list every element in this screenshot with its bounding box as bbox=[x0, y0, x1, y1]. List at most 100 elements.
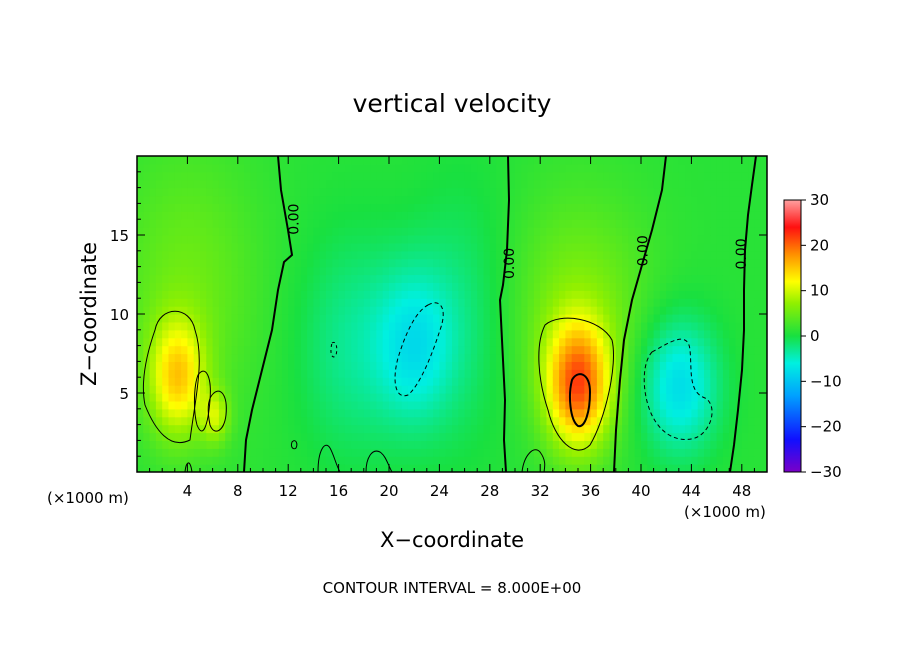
heat-cell bbox=[218, 400, 226, 410]
heat-cell bbox=[376, 156, 384, 165]
heat-cell bbox=[722, 432, 730, 441]
heat-cell bbox=[603, 163, 611, 173]
heat-cell bbox=[533, 440, 541, 449]
heat-cell bbox=[634, 298, 642, 307]
heat-cell bbox=[603, 298, 611, 307]
heat-cell bbox=[515, 424, 522, 434]
heat-cell bbox=[300, 321, 308, 331]
heat-cell bbox=[162, 235, 170, 244]
heat-cell bbox=[546, 400, 554, 410]
heat-cell bbox=[389, 440, 396, 449]
heat-cell bbox=[414, 337, 422, 347]
heat-cell bbox=[137, 321, 144, 331]
heat-cell bbox=[326, 448, 333, 457]
heat-cell bbox=[389, 298, 396, 307]
heat-cell bbox=[187, 219, 195, 228]
heat-cell bbox=[426, 274, 434, 283]
heat-cell bbox=[521, 448, 529, 457]
heat-cell bbox=[307, 432, 314, 441]
heat-cell bbox=[250, 369, 258, 378]
heat-cell bbox=[470, 369, 478, 378]
heat-cell bbox=[508, 329, 516, 339]
heat-cell bbox=[414, 321, 422, 331]
heat-cell bbox=[628, 211, 636, 220]
heat-cell bbox=[414, 203, 422, 212]
heat-cell bbox=[735, 464, 743, 472]
heat-cell bbox=[389, 171, 396, 181]
heat-cell bbox=[218, 416, 226, 426]
heat-cell bbox=[464, 266, 472, 276]
heat-cell bbox=[754, 314, 762, 323]
heat-cell bbox=[168, 195, 176, 204]
heat-cell bbox=[414, 456, 422, 465]
heat-cell bbox=[578, 385, 585, 394]
heat-cell bbox=[515, 306, 522, 315]
heat-cell bbox=[143, 203, 151, 212]
heat-cell bbox=[250, 235, 258, 244]
heat-cell bbox=[338, 314, 346, 323]
heat-cell bbox=[496, 440, 503, 449]
heat-cell bbox=[263, 156, 270, 165]
heat-cell bbox=[615, 456, 623, 465]
heat-cell bbox=[326, 242, 333, 252]
heat-cell bbox=[470, 306, 478, 315]
heat-cell bbox=[634, 235, 642, 244]
heat-cell bbox=[407, 195, 415, 204]
heat-cell bbox=[281, 361, 289, 370]
heat-cell bbox=[338, 400, 346, 410]
heat-cell bbox=[300, 266, 308, 276]
heat-cell bbox=[748, 306, 755, 315]
heat-cell bbox=[502, 266, 510, 276]
heat-cell bbox=[300, 235, 308, 244]
heat-cell bbox=[332, 408, 340, 418]
heat-cell bbox=[338, 274, 346, 283]
heat-cell bbox=[691, 179, 699, 189]
heat-cell bbox=[653, 440, 661, 449]
heat-cell bbox=[193, 369, 201, 378]
heat-cell bbox=[263, 448, 270, 457]
heat-cell bbox=[332, 227, 340, 236]
heat-cell bbox=[237, 266, 245, 276]
heat-cell bbox=[622, 195, 629, 204]
heat-cell bbox=[634, 377, 642, 386]
heat-cell bbox=[483, 448, 491, 457]
heat-cell bbox=[193, 242, 201, 252]
heat-cell bbox=[515, 448, 522, 457]
heat-cell bbox=[622, 227, 629, 236]
heat-cell bbox=[666, 211, 674, 220]
heat-cell bbox=[155, 440, 163, 449]
heat-cell bbox=[748, 163, 755, 173]
heat-cell bbox=[622, 424, 629, 434]
heat-cell bbox=[218, 321, 226, 331]
heat-cell bbox=[288, 266, 296, 276]
heat-cell bbox=[477, 314, 485, 323]
heat-cell bbox=[565, 393, 573, 402]
heat-cell bbox=[496, 203, 503, 212]
heat-cell bbox=[433, 448, 440, 457]
heat-cell bbox=[521, 203, 529, 212]
heat-cell bbox=[552, 211, 560, 220]
heat-cell bbox=[206, 163, 214, 173]
heat-cell bbox=[729, 424, 737, 434]
heat-cell bbox=[332, 306, 340, 315]
heat-cell bbox=[760, 337, 767, 347]
heat-cell bbox=[395, 400, 403, 410]
heat-cell bbox=[256, 219, 264, 228]
heat-cell bbox=[666, 203, 674, 212]
x-tick-label: 48 bbox=[732, 482, 751, 500]
heat-cell bbox=[137, 235, 144, 244]
heat-cell bbox=[609, 258, 617, 268]
heat-cell bbox=[357, 250, 365, 260]
heat-cell bbox=[351, 400, 359, 410]
heat-cell bbox=[716, 321, 724, 331]
heat-cell bbox=[546, 274, 554, 283]
heat-cell bbox=[407, 385, 415, 394]
heat-cell bbox=[590, 242, 598, 252]
heat-cell bbox=[174, 345, 182, 355]
heat-cell bbox=[527, 290, 535, 299]
heat-cell bbox=[288, 219, 296, 228]
heat-cell bbox=[571, 250, 579, 260]
heat-cell bbox=[748, 171, 755, 181]
heat-cell bbox=[174, 329, 182, 339]
heat-cell bbox=[357, 440, 365, 449]
